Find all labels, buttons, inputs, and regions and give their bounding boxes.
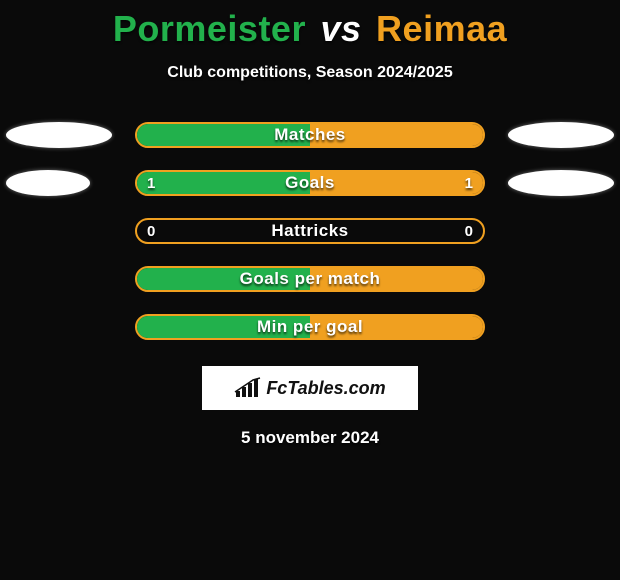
- ellipse-left: [6, 170, 90, 196]
- stat-row-min-per-goal: Min per goal: [0, 314, 620, 340]
- value-right: 0: [465, 220, 473, 242]
- stat-bar: Goals per match: [135, 266, 485, 292]
- stat-row-hattricks: Hattricks0 0: [0, 218, 620, 244]
- stat-bar: Min per goal: [135, 314, 485, 340]
- fctables-logo[interactable]: FcTables.com: [202, 366, 418, 410]
- logo-text: FcTables.com: [266, 378, 385, 399]
- stat-label: Matches: [137, 124, 483, 146]
- stat-label: Goals: [137, 172, 483, 194]
- stat-bar: Hattricks0 0: [135, 218, 485, 244]
- player2-name: Reimaa: [376, 8, 507, 49]
- ellipse-right: [508, 122, 614, 148]
- value-left: 0: [147, 220, 155, 242]
- snapshot-date: 5 november 2024: [0, 428, 620, 448]
- bar-chart-icon: [234, 377, 262, 399]
- player1-name: Pormeister: [113, 8, 306, 49]
- stat-row-matches: Matches: [0, 122, 620, 148]
- value-right: 1: [465, 172, 473, 194]
- stat-label: Goals per match: [137, 268, 483, 290]
- comparison-infographic: { "colors": { "background": "#0a0a0a", "…: [0, 0, 620, 580]
- ellipse-right: [508, 170, 614, 196]
- value-left: 1: [147, 172, 155, 194]
- stat-bar: Matches: [135, 122, 485, 148]
- comparison-rows: Matches Goals1 1 Hattricks0 0 Goals per match…: [0, 122, 620, 340]
- stat-row-goals-per-match: Goals per match: [0, 266, 620, 292]
- stat-row-goals: Goals1 1: [0, 170, 620, 196]
- stat-label: Hattricks: [137, 220, 483, 242]
- stat-bar: Goals1 1: [135, 170, 485, 196]
- stat-label: Min per goal: [137, 316, 483, 338]
- vs-separator: vs: [320, 8, 361, 49]
- subtitle: Club competitions, Season 2024/2025: [0, 64, 620, 82]
- ellipse-left: [6, 122, 112, 148]
- page-title: Pormeister vs Reimaa: [0, 0, 620, 50]
